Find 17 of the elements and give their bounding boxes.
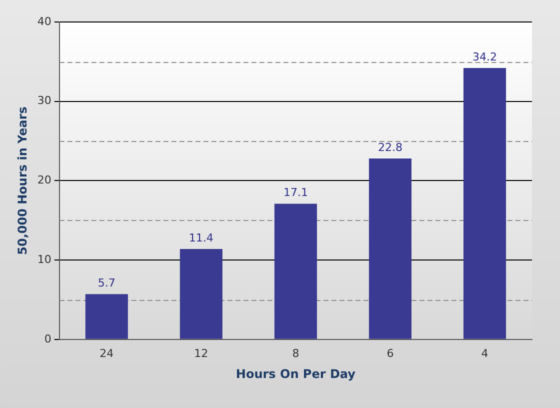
x-tick-label: 24 bbox=[100, 346, 114, 360]
y-axis-title: 50,000 Hours in Years bbox=[15, 106, 30, 255]
y-tick-label: 20 bbox=[37, 174, 52, 187]
data-label: 34.2 bbox=[472, 50, 497, 64]
y-tick-label: 40 bbox=[37, 14, 52, 28]
data-label: 5.7 bbox=[98, 276, 116, 290]
x-tick-label: 4 bbox=[481, 346, 488, 360]
y-tick-label: 10 bbox=[37, 252, 52, 266]
data-label: 11.4 bbox=[188, 231, 214, 244]
x-axis-title: Hours On Per Day bbox=[236, 366, 356, 381]
x-tick-label: 8 bbox=[292, 346, 300, 360]
y-tick-label: 0 bbox=[44, 332, 52, 346]
x-tick-label: 12 bbox=[194, 346, 208, 360]
x-tick-label: 6 bbox=[386, 346, 394, 360]
data-label: 22.8 bbox=[378, 140, 402, 154]
y-tick-label: 30 bbox=[37, 94, 52, 108]
data-label: 17.1 bbox=[283, 186, 308, 200]
